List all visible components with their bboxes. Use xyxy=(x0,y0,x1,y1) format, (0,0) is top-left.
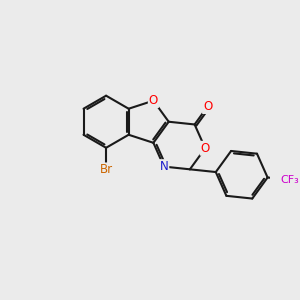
Text: O: O xyxy=(149,94,158,107)
Text: O: O xyxy=(203,100,212,113)
Text: N: N xyxy=(160,160,168,173)
Text: O: O xyxy=(201,142,210,155)
Text: CF₃: CF₃ xyxy=(280,175,299,185)
Text: Br: Br xyxy=(100,164,113,176)
